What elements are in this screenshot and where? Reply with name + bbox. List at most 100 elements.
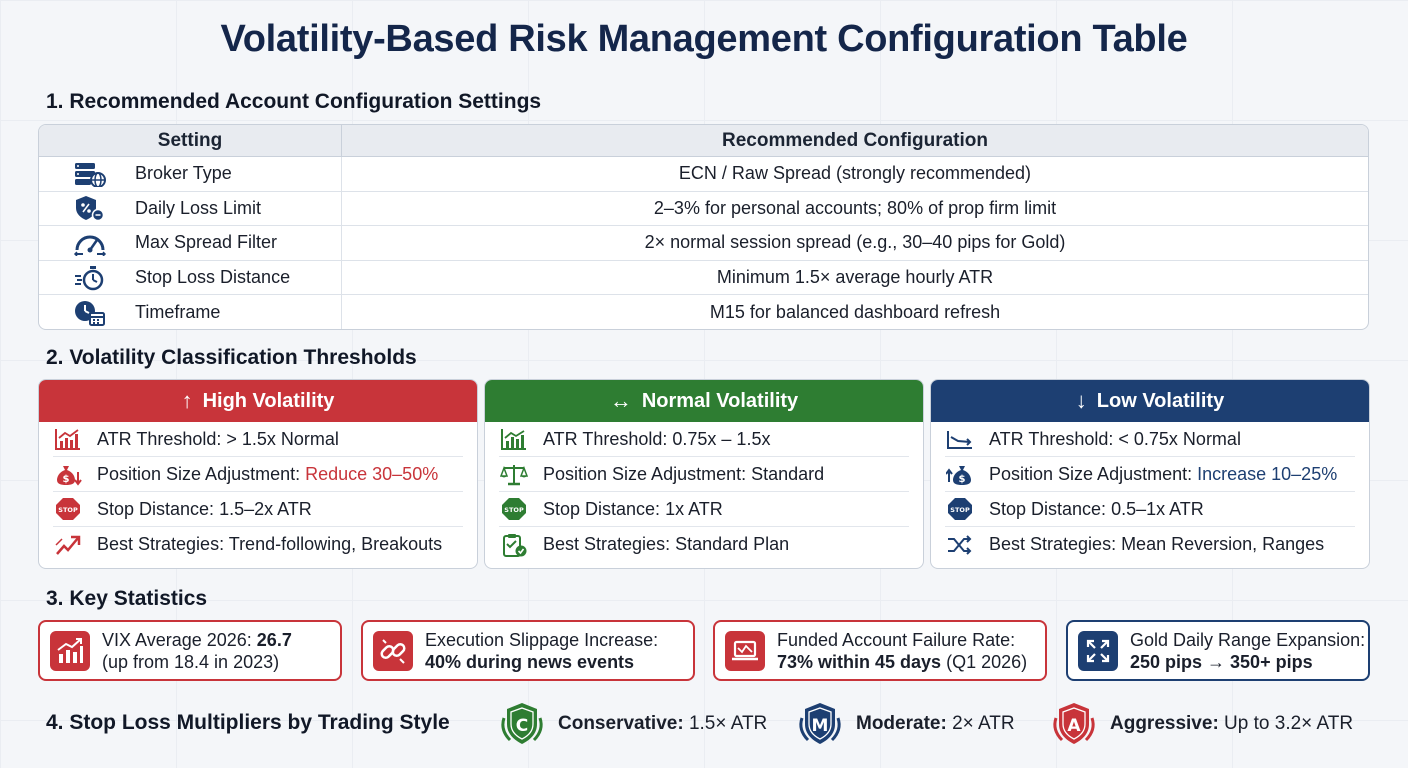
stop-distance: Stop Distance: 1.5–2x ATR <box>97 498 312 519</box>
moderate-value: 2× ATR <box>946 713 1015 734</box>
list-item: Best Strategies: Trend-following, Breako… <box>53 527 463 562</box>
expand-arrows-icon <box>1078 630 1118 671</box>
section4-title: 4. Stop Loss Multipliers by Trading Styl… <box>46 711 450 734</box>
stop-distance: Stop Distance: 0.5–1x ATR <box>989 498 1204 519</box>
trend-chart-icon <box>50 630 90 671</box>
atr-threshold: ATR Threshold: < 0.75x Normal <box>989 428 1241 449</box>
table-row: Timeframe M15 for balanced dashboard ref… <box>39 295 1368 329</box>
list-item: STOP Stop Distance: 1x ATR <box>499 492 909 527</box>
stat-text: VIX Average 2026: 26.7 (up from 18.4 in … <box>102 629 292 672</box>
arrow-up-icon: ↑ <box>181 388 193 413</box>
stat-text: Gold Daily Range Expansion: 250 pips → 3… <box>1130 629 1366 672</box>
conservative-badge-icon: C <box>494 700 550 748</box>
stat-text: Execution Slippage Increase: 40% during … <box>425 629 659 672</box>
shield-percent-icon <box>73 195 107 222</box>
high-volatility-title: High Volatility <box>202 389 335 412</box>
moderate-item: M Moderate: 2× ATR <box>792 700 1015 748</box>
svg-text:$: $ <box>63 474 70 485</box>
list-item: Best Strategies: Mean Reversion, Ranges <box>945 527 1355 562</box>
list-item: ATR Threshold: < 0.75x Normal <box>945 422 1355 457</box>
list-item: ATR Threshold: 0.75x – 1.5x <box>499 422 909 457</box>
setting-label: Timeframe <box>135 302 221 323</box>
aggressive-item: A Aggressive: Up to 3.2× ATR <box>1046 700 1353 748</box>
shuffle-icon <box>945 532 975 558</box>
table-row: Max Spread Filter 2× normal session spre… <box>39 226 1368 261</box>
config-value: ECN / Raw Spread (strongly recommended) <box>678 163 1032 184</box>
best-strategies: Best Strategies: Mean Reversion, Ranges <box>989 534 1325 554</box>
config-value: 2–3% for personal accounts; 80% of prop … <box>653 197 1057 218</box>
stat-card-funded-failure: Funded Account Failure Rate: 73% within … <box>713 620 1047 681</box>
aggressive-label: Aggressive: <box>1110 713 1219 734</box>
trend-down-icon <box>945 426 975 452</box>
position-size: Position Size Adjustment: Increase 10–25… <box>989 463 1338 484</box>
position-size-value: Increase 10–25% <box>1197 463 1338 484</box>
arrow-down-icon: ↓ <box>1075 388 1087 413</box>
setting-label: Stop Loss Distance <box>135 267 291 288</box>
config-value: M15 for balanced dashboard refresh <box>709 302 1001 323</box>
broken-link-icon <box>373 630 413 671</box>
clock-calendar-icon <box>73 300 107 326</box>
config-value: 2× normal session spread (e.g., 30–40 pi… <box>644 232 1066 253</box>
low-volatility-card: ↓ Low Volatility ATR Threshold: < 0.75x … <box>930 379 1370 569</box>
setting-label: Broker Type <box>135 163 232 184</box>
setting-label: Max Spread Filter <box>135 232 278 253</box>
conservative-value: 1.5× ATR <box>683 713 768 734</box>
money-bag-down-icon: $ <box>53 461 83 487</box>
list-item: STOP Stop Distance: 1.5–2x ATR <box>53 492 463 527</box>
svg-text:$: $ <box>959 474 966 485</box>
low-volatility-header: ↓ Low Volatility <box>931 380 1369 422</box>
stat-text: Funded Account Failure Rate: 73% within … <box>777 629 1028 672</box>
best-strategies: Best Strategies: Trend-following, Breako… <box>97 534 443 554</box>
list-item: STOP Stop Distance: 0.5–1x ATR <box>945 492 1355 527</box>
stopwatch-icon <box>73 265 107 291</box>
col-setting-header: Setting <box>39 125 342 156</box>
position-size-value: Standard <box>751 463 825 484</box>
table-row: Broker Type ECN / Raw Spread (strongly r… <box>39 157 1368 192</box>
col-config-header: Recommended Configuration <box>721 130 988 151</box>
balance-scale-icon <box>499 461 529 487</box>
section1-title: 1. Recommended Account Configuration Set… <box>46 90 542 113</box>
stop-distance: Stop Distance: 1x ATR <box>543 498 723 519</box>
arrow-left-right-icon: ↔ <box>609 388 632 413</box>
list-item: $ Position Size Adjustment: Increase 10–… <box>945 457 1355 492</box>
list-item: Best Strategies: Standard Plan <box>499 527 909 562</box>
svg-text:STOP: STOP <box>950 506 970 514</box>
stop-sign-icon: STOP <box>945 496 975 522</box>
aggressive-badge-icon: A <box>1046 700 1102 748</box>
table-row: Stop Loss Distance Minimum 1.5× average … <box>39 260 1368 296</box>
section3-title: 3. Key Statistics <box>46 587 208 610</box>
money-bag-up-icon: $ <box>945 461 975 487</box>
high-volatility-card: ↑ High Volatility ATR Threshold: > 1.5x … <box>38 379 478 569</box>
svg-text:C: C <box>516 716 528 736</box>
config-table-header: Setting Recommended Configuration <box>39 125 1368 157</box>
atr-threshold: ATR Threshold: 0.75x – 1.5x <box>543 428 771 449</box>
stat-card-gold-range: Gold Daily Range Expansion: 250 pips → 3… <box>1066 620 1370 681</box>
table-row: Daily Loss Limit 2–3% for personal accou… <box>39 191 1368 227</box>
section2-title: 2. Volatility Classification Thresholds <box>46 346 417 369</box>
best-strategies: Best Strategies: Standard Plan <box>543 534 790 554</box>
trend-arrow-icon <box>53 532 83 558</box>
svg-text:A: A <box>1067 716 1081 736</box>
stat-card-slippage: Execution Slippage Increase: 40% during … <box>361 620 695 681</box>
conservative-label: Conservative: <box>558 713 684 734</box>
stop-sign-icon: STOP <box>53 496 83 522</box>
atr-threshold: ATR Threshold: > 1.5x Normal <box>97 428 339 449</box>
position-size: Position Size Adjustment: Reduce 30–50% <box>97 463 439 484</box>
svg-text:STOP: STOP <box>504 506 524 514</box>
bar-chart-icon <box>499 426 529 452</box>
svg-text:STOP: STOP <box>58 506 78 514</box>
stop-sign-icon: STOP <box>499 496 529 522</box>
list-item: Position Size Adjustment: Standard <box>499 457 909 492</box>
setting-label: Daily Loss Limit <box>135 197 262 218</box>
gauge-icon <box>73 230 107 256</box>
moderate-badge-icon: M <box>792 700 848 748</box>
conservative-item: C Conservative: 1.5× ATR <box>494 700 767 748</box>
moderate-label: Moderate: <box>856 713 947 734</box>
page-title: Volatility-Based Risk Management Configu… <box>220 18 1188 60</box>
config-table: Setting Recommended Configuration Bro <box>38 124 1369 330</box>
clipboard-check-icon <box>499 532 529 558</box>
normal-volatility-header: ↔ Normal Volatility <box>485 380 923 422</box>
low-volatility-title: Low Volatility <box>1096 389 1225 412</box>
laptop-chart-icon <box>725 630 765 671</box>
list-item: ATR Threshold: > 1.5x Normal <box>53 422 463 457</box>
